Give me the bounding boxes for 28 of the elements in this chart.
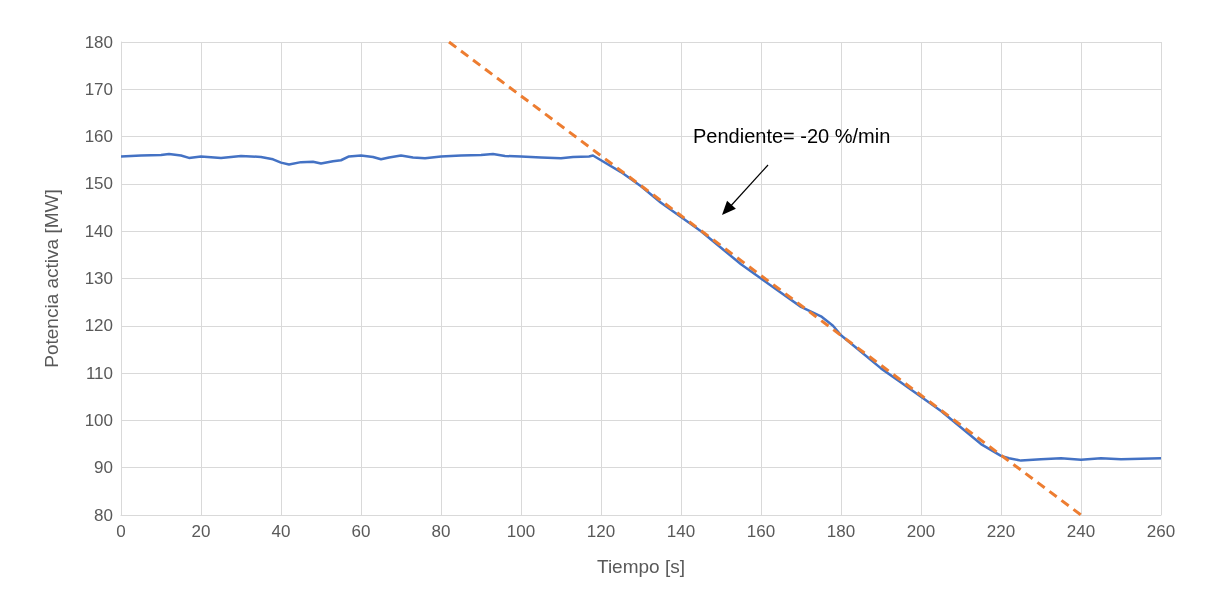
x-tick-label: 120: [586, 522, 616, 541]
x-tick-label: 0: [116, 522, 126, 541]
x-tick-label: 60: [351, 522, 371, 541]
x-tick-label: 40: [271, 522, 291, 541]
y-tick-label: 160: [84, 127, 113, 147]
y-tick-label: 130: [84, 269, 113, 288]
y-tick-label: 120: [84, 316, 113, 336]
y-tick-label: 180: [84, 32, 113, 52]
y-tick-label: 140: [84, 221, 113, 241]
x-axis-title: Tiempo [s]: [597, 556, 685, 577]
x-tick-label: 100: [506, 522, 536, 541]
y-tick-label: 110: [85, 363, 113, 383]
y-tick-label: 80: [94, 505, 113, 525]
annotation: Pendiente= -20 %/min: [693, 125, 891, 147]
y-tick-label: 100: [84, 410, 113, 430]
x-tick-label: 180: [826, 522, 856, 541]
y-tick-label: 90: [94, 458, 113, 478]
x-tick-label: 260: [1146, 522, 1176, 541]
y-axis-title: Potencia activa [MW]: [41, 189, 62, 368]
x-tick-label: 200: [906, 522, 936, 541]
x-tick-label: 20: [191, 522, 211, 541]
x-tick-label: 140: [666, 522, 696, 541]
y-tick-label: 170: [84, 79, 113, 99]
y-tick-label: 150: [84, 174, 113, 194]
x-tick-label: 240: [1066, 522, 1096, 541]
x-tick-label: 160: [746, 522, 776, 541]
x-tick-label: 220: [986, 522, 1016, 541]
x-tick-label: 80: [431, 522, 451, 541]
